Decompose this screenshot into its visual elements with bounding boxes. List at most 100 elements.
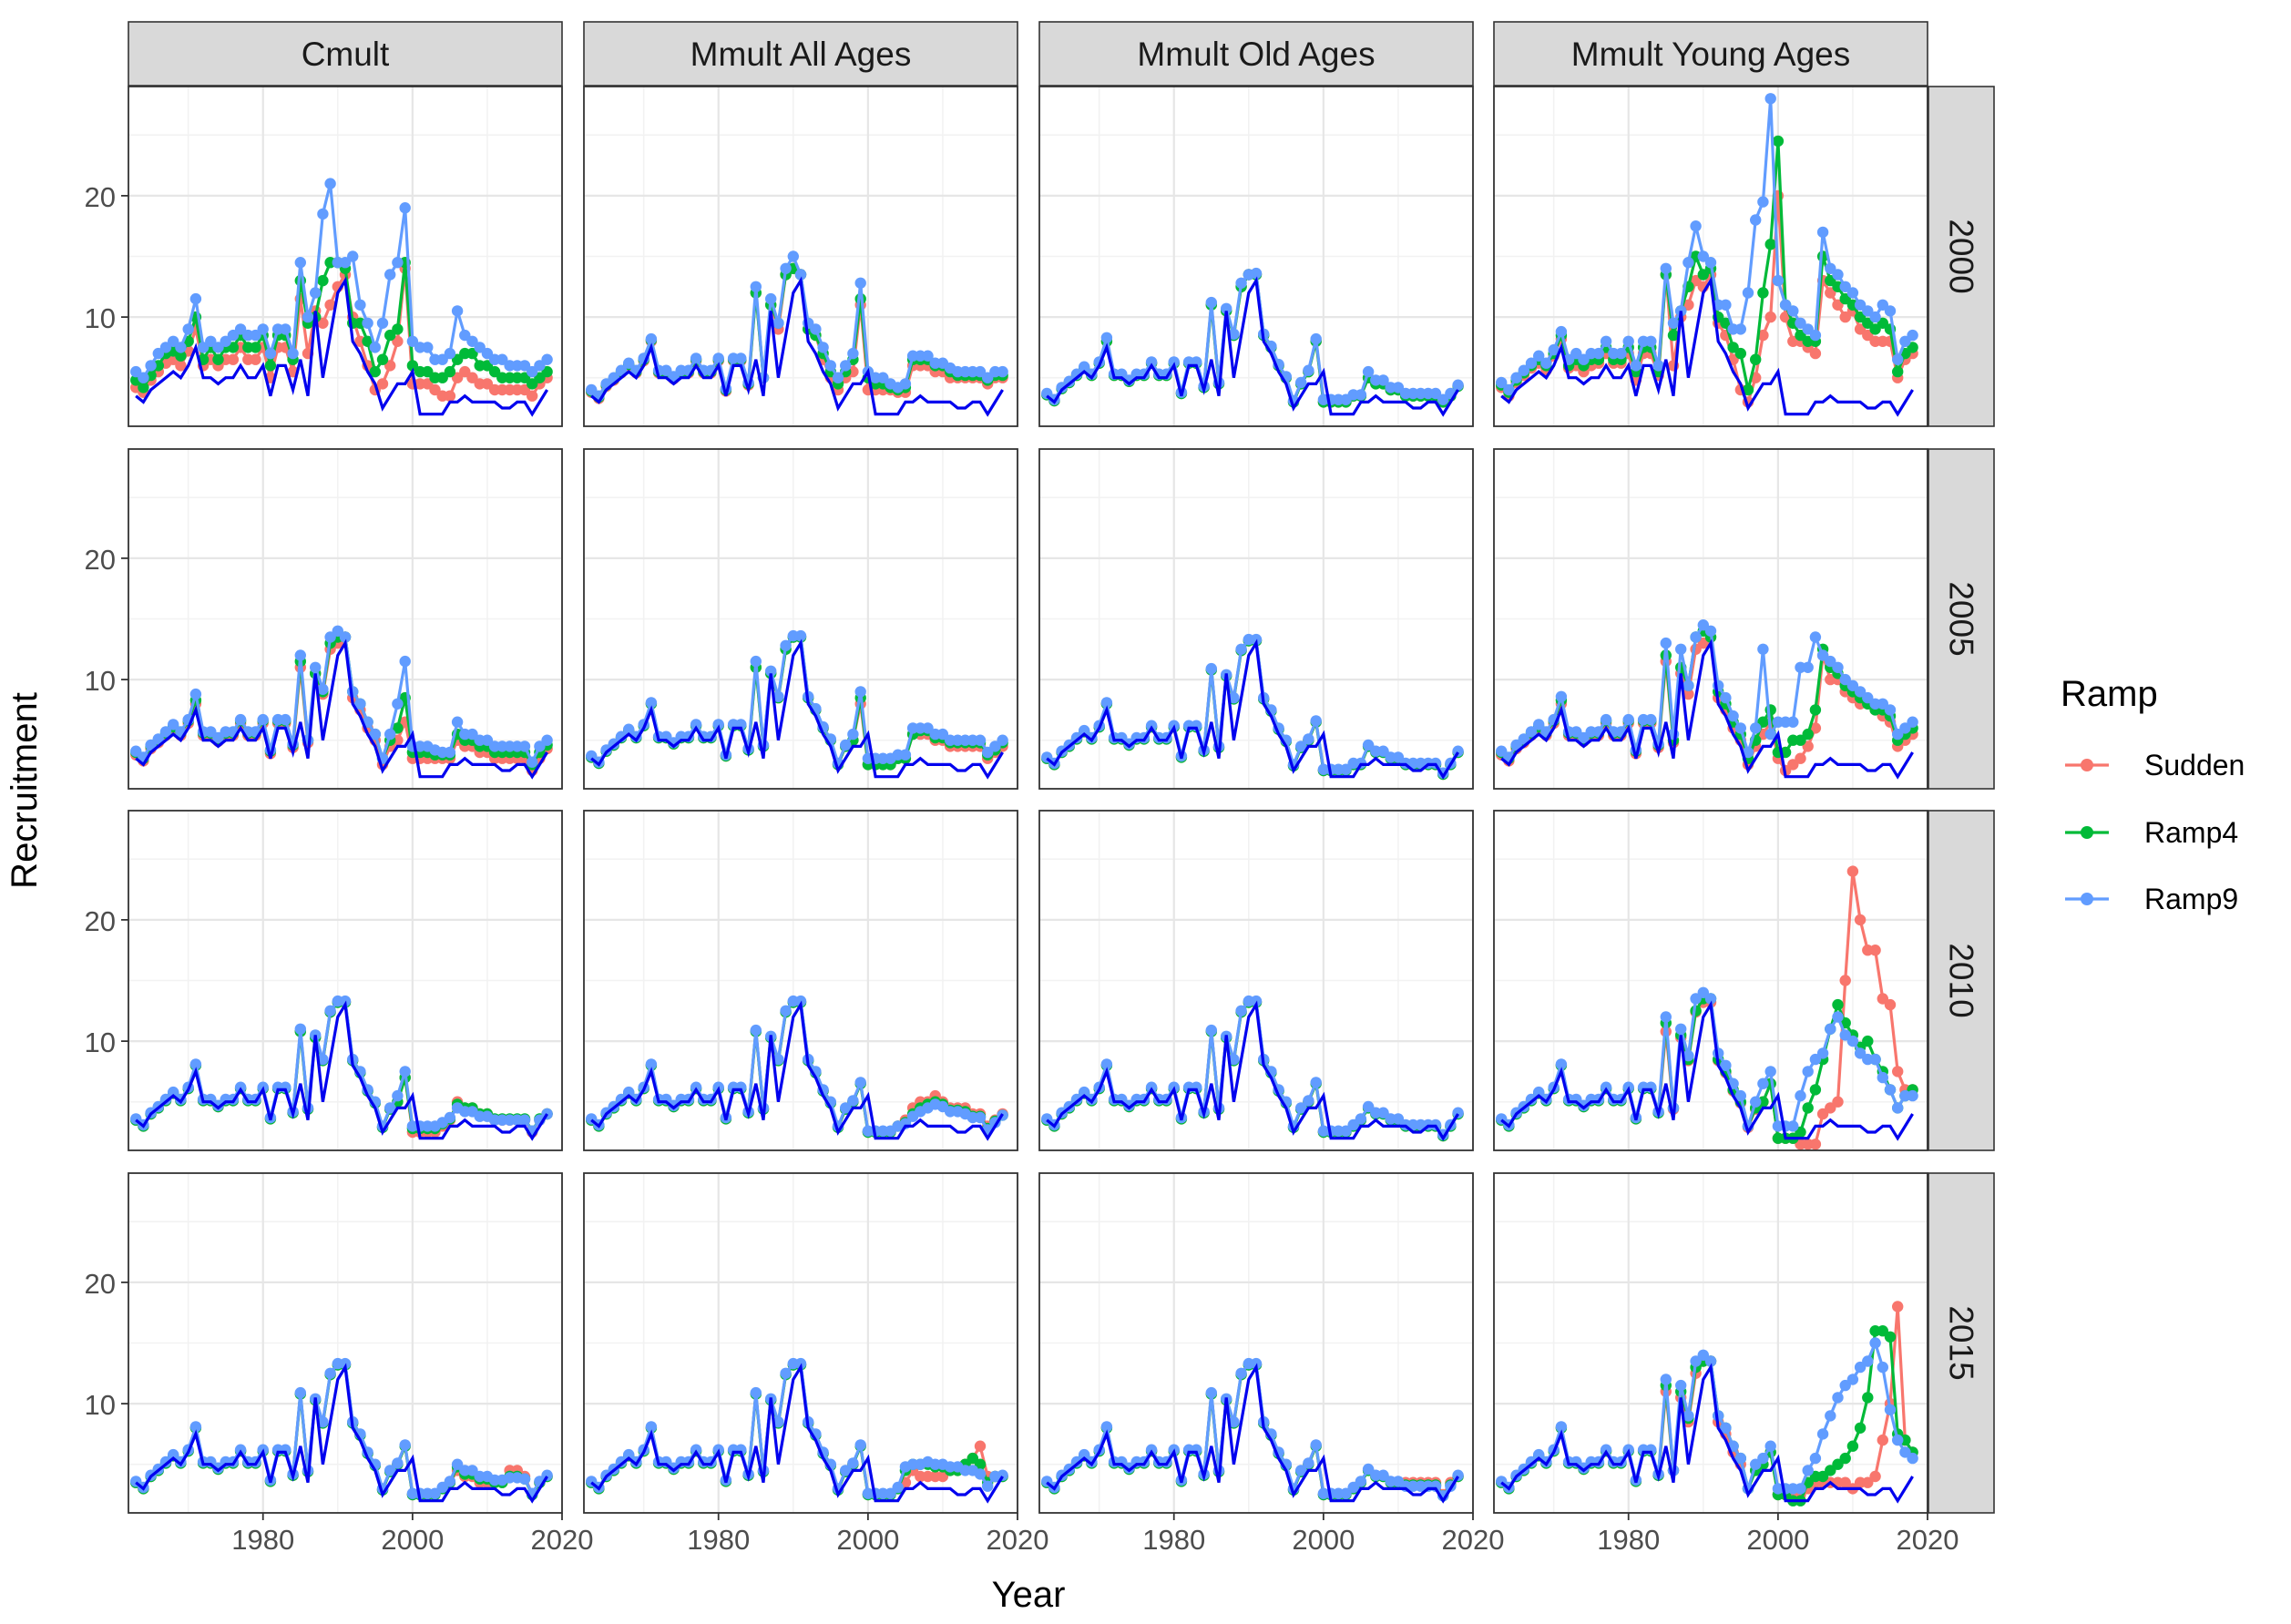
data-point [1548,343,1560,356]
data-point [1720,1059,1732,1072]
data-point [354,299,366,311]
data-point [339,995,352,1007]
data-point [339,631,352,643]
data-point [324,299,336,311]
data-point [527,756,538,768]
data-point [1825,262,1836,274]
data-point [1310,1439,1322,1451]
data-point [750,1386,762,1399]
data-point [429,383,441,396]
data-point [847,347,859,360]
data-point [1825,1410,1836,1422]
data-point [541,734,553,746]
facet-strip-row [1928,1172,1995,1514]
data-point [989,741,1001,752]
data-point [1622,713,1634,726]
data-point [794,269,807,281]
data-point [175,342,187,353]
data-point [534,360,546,372]
data-point [280,323,291,335]
data-point [1704,1355,1717,1367]
data-point [481,734,494,746]
data-point [294,1386,306,1399]
data-point [1221,302,1232,314]
data-point [1496,376,1508,389]
data-point [317,317,329,329]
data-point [362,317,373,329]
data-point [1750,214,1762,226]
x-tick-label: 2000 [1746,1524,1809,1556]
facet-strip-label: 2010 [1943,943,1980,1017]
y-tick-label: 20 [85,544,116,576]
data-point [369,342,381,353]
data-point [892,1481,904,1494]
data-point [1816,1047,1829,1059]
data-point [712,352,724,364]
data-point [1832,269,1844,281]
data-point [212,1462,224,1474]
data-point [324,178,336,189]
data-point [1063,375,1076,387]
data-point [1750,1096,1762,1108]
data-point [1340,1487,1352,1499]
data-point [1056,382,1068,393]
data-point [1704,257,1717,269]
data-point [615,364,628,376]
data-point [392,335,404,347]
baseline-line [1500,638,1914,780]
data-point [474,342,486,353]
data-point [175,360,187,372]
data-point [608,738,619,750]
baseline-line [1500,276,1914,417]
data-point [1892,1066,1904,1078]
data-point [854,686,866,698]
data-point [840,739,852,751]
data-point [1720,299,1732,311]
data-point [1742,287,1754,299]
data-point [152,733,164,745]
data-point [623,1086,635,1098]
data-point [1235,1005,1247,1017]
data-point [1533,719,1545,730]
data-point [369,365,381,378]
data-point [347,250,359,262]
data-point [1503,383,1515,396]
data-point [765,665,777,677]
data-point [1862,317,1874,329]
data-point [518,360,531,372]
data-point [1764,311,1776,323]
data-point [399,655,411,668]
data-point [310,287,322,299]
data-point [1839,1029,1851,1041]
data-point [220,335,231,347]
data-point [422,342,434,353]
data-point [264,347,277,360]
data-point [1884,1331,1897,1343]
x-tick-label: 1980 [1142,1524,1205,1556]
data-point [1362,1463,1375,1476]
data-point [189,1421,202,1433]
data-point [1727,342,1739,353]
data-point [1377,745,1389,757]
data-point [459,329,471,342]
data-point [1615,347,1627,360]
data-point [1802,661,1814,673]
data-point [1205,662,1218,675]
data-point [189,1058,202,1070]
data-point [332,625,343,637]
data-point [772,1415,784,1428]
legend: Ramp Sudden Ramp4 Ramp9 [2061,674,2245,915]
data-point [159,1455,172,1468]
data-point [1228,691,1240,704]
data-point [1846,1440,1859,1452]
data-point [712,719,724,730]
data-point [189,688,202,700]
data-point [1525,1455,1538,1468]
data-point [885,1487,896,1499]
data-point [1787,759,1799,771]
data-point [1757,643,1769,655]
data-point [600,744,612,756]
data-point [1757,196,1769,208]
data-point [1622,335,1634,347]
data-point [1295,1102,1307,1114]
